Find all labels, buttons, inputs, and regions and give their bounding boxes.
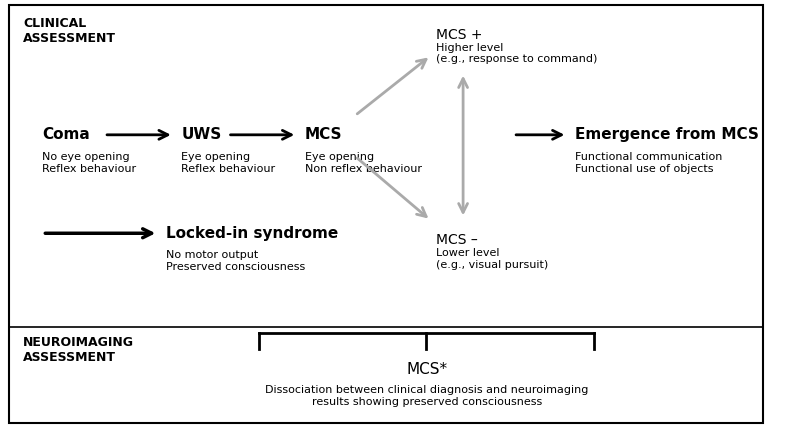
Text: Lower level
(e.g., visual pursuit): Lower level (e.g., visual pursuit)	[436, 248, 548, 270]
Text: Eye opening
Non reflex behaviour: Eye opening Non reflex behaviour	[305, 152, 422, 173]
Text: MCS –: MCS –	[436, 233, 478, 247]
FancyBboxPatch shape	[10, 5, 763, 423]
Text: NEUROIMAGING
ASSESSMENT: NEUROIMAGING ASSESSMENT	[23, 336, 134, 364]
Text: Emergence from MCS: Emergence from MCS	[575, 127, 759, 143]
Text: MCS +: MCS +	[436, 28, 483, 42]
Text: No eye opening
Reflex behaviour: No eye opening Reflex behaviour	[42, 152, 136, 173]
Text: Higher level
(e.g., response to command): Higher level (e.g., response to command)	[436, 43, 598, 64]
Text: CLINICAL
ASSESSMENT: CLINICAL ASSESSMENT	[23, 17, 117, 45]
Text: MCS*: MCS*	[406, 362, 448, 377]
Text: MCS: MCS	[305, 127, 342, 143]
Text: Eye opening
Reflex behaviour: Eye opening Reflex behaviour	[181, 152, 275, 173]
Text: No motor output
Preserved consciousness: No motor output Preserved consciousness	[166, 250, 305, 272]
Text: Dissociation between clinical diagnosis and neuroimaging
results showing preserv: Dissociation between clinical diagnosis …	[265, 385, 588, 407]
Text: Functional communication
Functional use of objects: Functional communication Functional use …	[575, 152, 722, 173]
Text: Coma: Coma	[42, 127, 90, 143]
Text: UWS: UWS	[181, 127, 222, 143]
Text: Locked-in syndrome: Locked-in syndrome	[166, 226, 338, 241]
